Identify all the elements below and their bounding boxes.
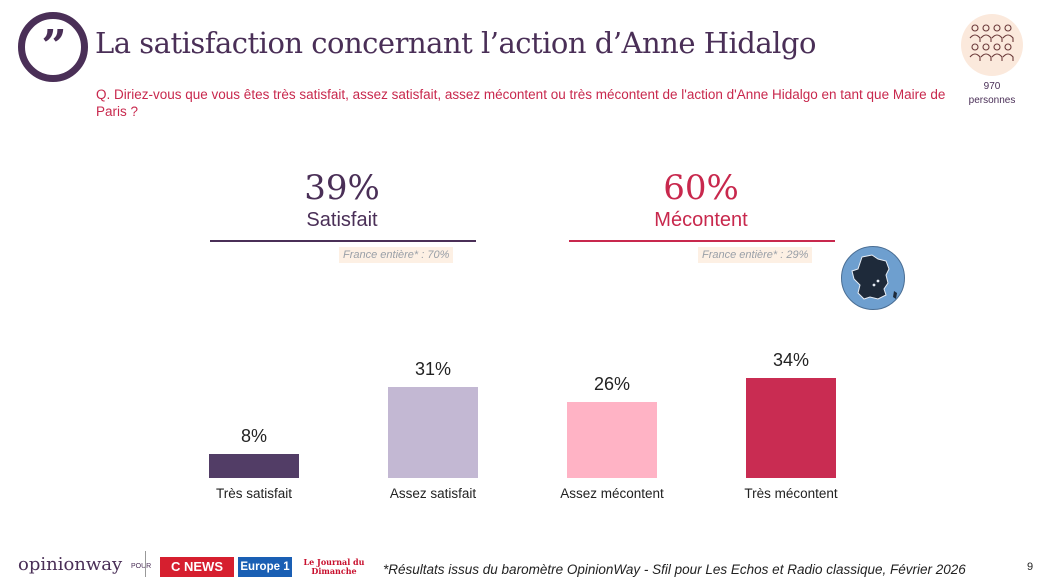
opinionway-logo: opinionway — [18, 554, 123, 575]
sample-unit: personnes — [968, 95, 1016, 106]
bar-0 — [209, 454, 299, 478]
page-number: 9 — [1027, 561, 1034, 573]
bar-category-label-3: Très mécontent — [744, 486, 838, 501]
bar-category-label-2: Assez mécontent — [560, 486, 664, 501]
bar-value-label-3: 34% — [772, 350, 810, 370]
footer-pour: POUR — [131, 563, 152, 570]
unsatisfied-divider — [569, 240, 835, 242]
bar-value-label-1: 31% — [414, 358, 452, 379]
satisfied-divider — [210, 240, 476, 242]
unsatisfied-france-comparison: France entière* : 29% — [698, 247, 813, 263]
france-map-icon — [841, 246, 905, 310]
sample-count: 970 — [983, 81, 1001, 92]
satisfied-total-label: Satisfait — [306, 209, 378, 231]
satisfied-total-pct: 39% — [304, 168, 380, 208]
quote-glyph: ” — [41, 21, 66, 72]
bar-value-label-2: 26% — [593, 373, 631, 394]
bar-category-label-0: Très satisfait — [215, 486, 293, 501]
unsatisfied-total-pct: 60% — [663, 168, 739, 208]
bar-1 — [388, 386, 478, 478]
survey-question: Q. Diriez-vous que vous êtes très satisf… — [96, 87, 946, 119]
europe1-logo: Europe 1 — [238, 557, 292, 577]
cnews-logo: C NEWS — [160, 557, 234, 577]
page-title: La satisfaction concernant l’action d’An… — [95, 26, 816, 60]
bar-value-label-0: 8% — [240, 426, 267, 447]
unsatisfied-total-label: Mécontent — [654, 209, 748, 231]
people-icon — [961, 14, 1023, 76]
footnote: *Résultats issus du baromètre OpinionWay… — [383, 562, 966, 577]
bar-2 — [567, 401, 657, 478]
satisfied-france-comparison: France entière* : 70% — [339, 247, 454, 263]
footer-separator — [145, 551, 146, 577]
quote-icon: ” — [18, 12, 88, 82]
bar-3 — [746, 378, 836, 478]
jdd-logo: Le Journal du Dimanche — [295, 557, 373, 577]
bar-category-label-1: Assez satisfait — [389, 486, 477, 501]
